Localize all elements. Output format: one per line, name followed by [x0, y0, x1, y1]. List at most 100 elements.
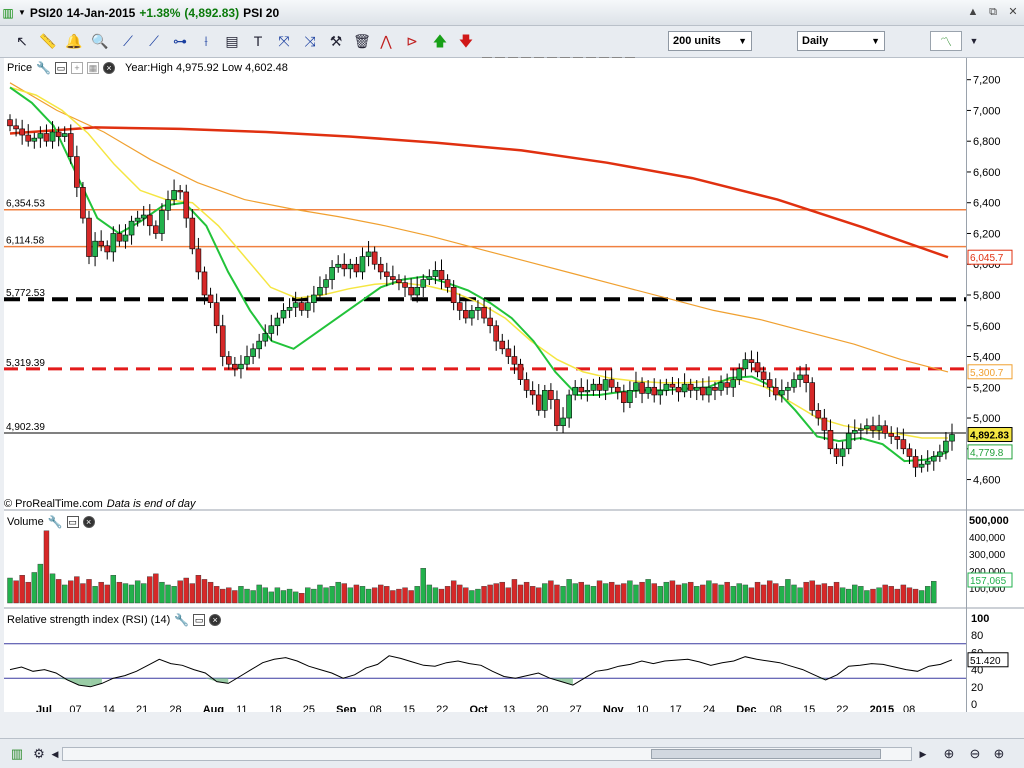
- fibonacci-icon[interactable]: ▤: [225, 33, 239, 49]
- candle-body: [19, 128, 25, 136]
- volume-bar: [821, 583, 828, 604]
- candle-body: [930, 456, 937, 462]
- x-axis-label: Dec: [736, 704, 756, 712]
- period-select[interactable]: Daily ▼: [797, 31, 885, 51]
- chevron-right-icon[interactable]: ▶: [919, 749, 927, 759]
- auto-scale-icon[interactable]: ⊕: [943, 746, 955, 761]
- candle-body: [183, 191, 190, 219]
- close-panel-icon[interactable]: ×: [82, 516, 95, 528]
- volume-bar: [61, 584, 68, 604]
- volume-bar: [359, 586, 366, 604]
- candle-body: [675, 386, 682, 393]
- zoom-out-icon[interactable]: ⊖: [969, 746, 981, 761]
- volume-tick-label: 300,000: [969, 550, 1006, 561]
- triangle-icon[interactable]: ⊳: [406, 33, 418, 49]
- candle-body: [851, 430, 858, 434]
- volume-bar: [542, 583, 548, 604]
- close-icon[interactable]: ✕: [1008, 6, 1018, 18]
- volume-bar: [201, 579, 208, 604]
- scrollbar-thumb[interactable]: [651, 749, 881, 759]
- window-icon[interactable]: ▭: [55, 62, 68, 74]
- rsi-tick-label: 80: [971, 630, 983, 642]
- menu-chevron-icon[interactable]: ▼: [18, 8, 26, 17]
- volume-bar: [718, 584, 724, 604]
- window-icon[interactable]: ▭: [193, 614, 206, 626]
- restore-icon[interactable]: ⧉: [989, 6, 997, 18]
- drawing-toolbar: ↖ 📏 🔔 🔍 ⟋ ⟋ ⊶ ⟊ ▤ T ⤧ ⤨ ⚒ 🗑 ⋀ ⊳ 🡅 🡇: [0, 26, 1024, 78]
- chevron-down-icon[interactable]: ▼: [969, 36, 979, 46]
- sell-arrow-icon[interactable]: 🡇: [458, 33, 474, 49]
- candle-body: [906, 448, 913, 457]
- volume-bar: [803, 581, 809, 604]
- trendline-icon[interactable]: ⟋: [123, 33, 133, 49]
- indicator-add-icon[interactable]: +: [71, 62, 84, 74]
- display-settings-icon[interactable]: ⚙: [33, 746, 45, 761]
- volume-bar: [220, 588, 226, 604]
- price-axis-area[interactable]: 4,600 5,000 5,200 5,400 5,600 5,800 6,000 6,200…: [966, 58, 1024, 712]
- volume-bar: [396, 588, 402, 604]
- wrench-icon[interactable]: 🔧: [36, 61, 52, 75]
- price-tick-label: 5,600: [973, 321, 1001, 333]
- close-panel-icon[interactable]: ×: [209, 614, 222, 626]
- x-axis-label: Aug: [203, 704, 224, 712]
- indicator-settings-icon[interactable]: ▦: [87, 62, 100, 74]
- volume-bar: [833, 581, 840, 604]
- volume-bar: [754, 581, 761, 604]
- wrench-icon[interactable]: 🔧: [47, 515, 63, 529]
- channel-icon[interactable]: ⤧: [278, 33, 290, 49]
- volume-bar: [463, 587, 469, 604]
- volume-bar: [864, 590, 870, 604]
- price-tick-label: 6,800: [973, 136, 1001, 148]
- quote-date: 14-Jan-2015: [66, 5, 136, 20]
- candle-body: [596, 383, 603, 391]
- candle-body: [432, 270, 439, 277]
- chevron-down-icon: ▼: [871, 36, 880, 46]
- volume-bar: [292, 591, 299, 604]
- candle-body: [815, 410, 822, 419]
- chevron-left-icon[interactable]: ◀: [51, 749, 59, 759]
- candle-body: [159, 210, 165, 234]
- candle-body: [657, 390, 664, 396]
- price-panel-header: Price 🔧 ▭ + ▦ × Year:High 4,975.92 Low 4…: [4, 60, 288, 76]
- candle-body: [250, 348, 256, 357]
- zoom-in-icon[interactable]: ⊕: [993, 746, 1005, 761]
- candle-body: [25, 134, 32, 142]
- horizontal-line-icon[interactable]: ⊶: [173, 33, 187, 49]
- volume-bar: [390, 590, 396, 604]
- volume-bar: [347, 587, 354, 604]
- volume-bar: [669, 580, 676, 604]
- ruler-icon[interactable]: 📏: [39, 33, 57, 49]
- wrench-icon[interactable]: 🔧: [174, 613, 190, 627]
- volume-bar: [900, 584, 907, 604]
- buy-arrow-icon[interactable]: 🡅: [432, 33, 448, 49]
- horizontal-scrollbar[interactable]: [62, 747, 912, 761]
- alert-bell-icon[interactable]: 🔔: [65, 33, 83, 49]
- scroll-up-icon[interactable]: ▲: [967, 6, 979, 18]
- units-select[interactable]: 200 units ▼: [668, 31, 752, 51]
- units-select-value: 200 units: [673, 35, 721, 47]
- volume-bar: [560, 586, 566, 604]
- chart-type-icon[interactable]: ▥: [10, 746, 24, 761]
- pattern-icon[interactable]: ⋀: [380, 33, 392, 49]
- vertical-line-icon[interactable]: ⟊: [204, 33, 208, 49]
- chart-canvas[interactable]: 6,354.53 6,114.58 5,772.53 5,319.39 4,902.39…: [4, 58, 966, 712]
- x-axis-label: 08: [369, 704, 381, 712]
- indicators-icon[interactable]: 〽: [930, 31, 962, 51]
- window-icon[interactable]: ▭: [66, 516, 79, 528]
- close-panel-icon[interactable]: ×: [103, 62, 116, 74]
- text-icon[interactable]: T: [253, 33, 263, 49]
- candle-body: [487, 317, 493, 327]
- candle-body: [171, 190, 177, 200]
- zoom-icon[interactable]: 🔍: [91, 33, 109, 49]
- fan-icon[interactable]: ⤨: [304, 33, 316, 49]
- volume-bar: [384, 586, 390, 604]
- volume-bar: [335, 581, 341, 604]
- volume-bar: [894, 588, 901, 604]
- price-value-box: [967, 364, 1013, 380]
- tools-icon[interactable]: ⚒: [329, 33, 343, 49]
- ray-icon[interactable]: ⟋: [149, 33, 159, 49]
- pointer-icon[interactable]: ↖: [16, 33, 28, 49]
- delete-icon[interactable]: 🗑: [353, 33, 371, 49]
- volume-bar: [25, 581, 31, 604]
- x-axis-label: Oct: [470, 704, 489, 712]
